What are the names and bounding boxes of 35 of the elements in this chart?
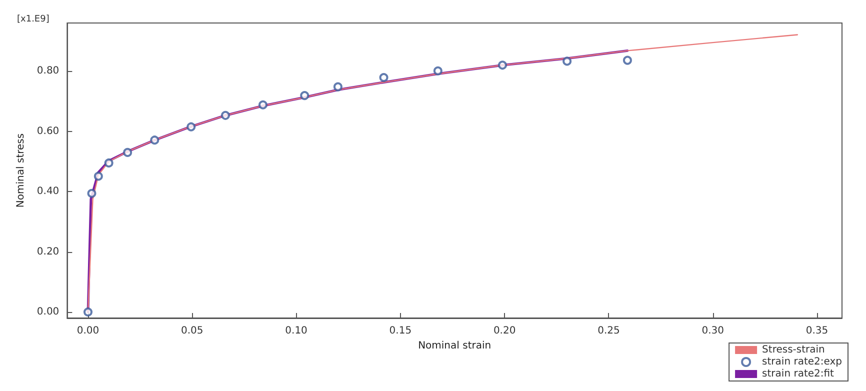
y-axis-title: Nominal stress <box>16 133 26 208</box>
point <box>562 56 572 66</box>
point <box>433 66 442 76</box>
point <box>622 56 632 65</box>
point <box>498 60 507 70</box>
x-tick-label: 0.05 <box>181 326 204 336</box>
point <box>104 158 114 168</box>
point <box>87 188 96 198</box>
x-tick-label: 0.30 <box>702 326 724 336</box>
legend-label: Stress-strain <box>762 344 825 356</box>
point <box>258 100 268 110</box>
x-axis-title: Nominal strain <box>418 340 492 352</box>
point <box>300 91 310 100</box>
x-tick-label: 0.35 <box>806 326 828 336</box>
y-tick-label: 0.40 <box>36 186 60 198</box>
y-tick-label: 0.60 <box>36 126 60 137</box>
y-tick-label: 0.80 <box>36 66 60 77</box>
y-tick-label: 0.20 <box>36 246 60 258</box>
point <box>379 72 388 82</box>
x-tick-label: 0.15 <box>389 326 412 336</box>
x-tick-label: 0.20 <box>493 326 516 336</box>
point <box>123 148 132 157</box>
point <box>84 307 92 316</box>
point <box>186 122 196 132</box>
x-tick-label: 0.10 <box>285 326 308 336</box>
point <box>150 136 160 145</box>
legend-label: strain rate2:exp <box>762 356 842 368</box>
point <box>94 172 103 181</box>
point <box>333 82 342 92</box>
text: [x1.E9] <box>17 14 50 24</box>
x-tick-label: 0.00 <box>76 326 100 336</box>
legend-label: strain rate2:fit <box>762 368 834 380</box>
y-tick-label: 0.00 <box>36 306 60 318</box>
x-tick-label: 0.25 <box>598 326 620 336</box>
point <box>220 110 230 120</box>
